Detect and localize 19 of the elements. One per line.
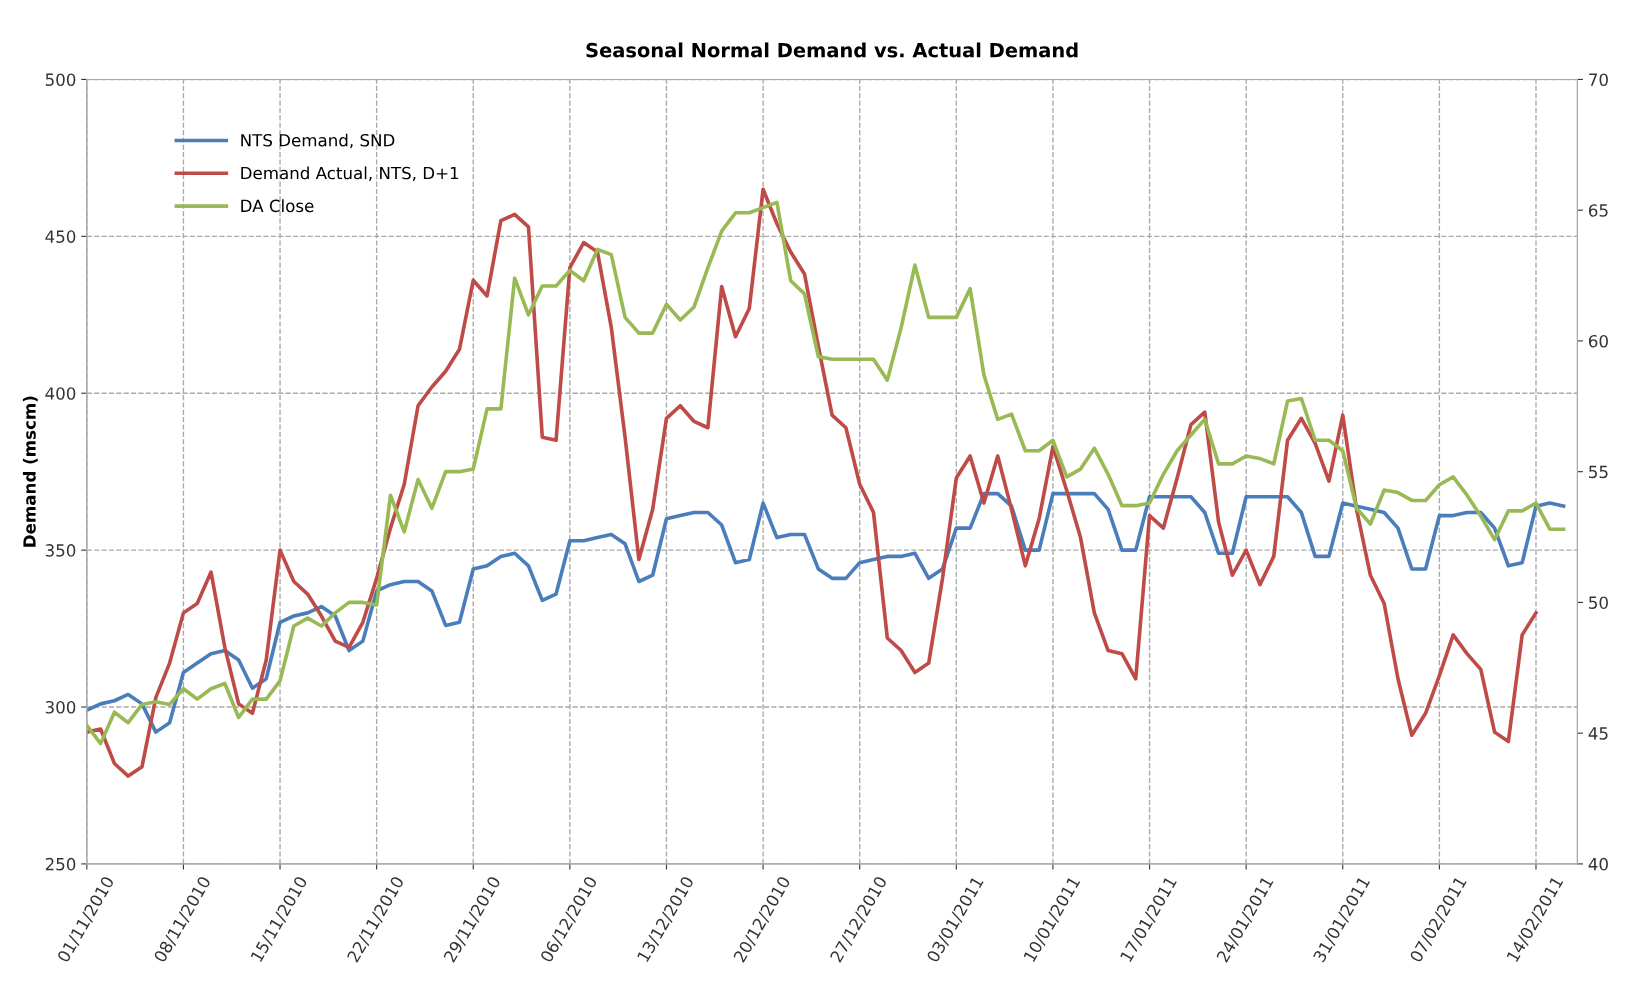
y2-tick-label: 70 <box>1589 73 1608 87</box>
y2-tick-label: 45 <box>1588 727 1608 740</box>
y2-tick-label: 60 <box>1588 334 1608 348</box>
line-series <box>86 491 1566 734</box>
y-tick-label: 500 <box>45 73 76 87</box>
legend-label: Demand Actual, NTS, D+1 <box>241 166 459 182</box>
y-tick-label: 450 <box>45 230 76 243</box>
y2-tick-label: 40 <box>1588 857 1608 871</box>
y-axis-title: Demand (mscm) <box>22 396 38 547</box>
y-tick-label: 300 <box>45 700 76 714</box>
legend-label: NTS Demand, SND <box>241 133 395 149</box>
y-tick-label: 350 <box>45 544 76 557</box>
chart-title: Seasonal Normal Demand vs. Actual Demand <box>586 42 1078 58</box>
y-tick-label: 250 <box>45 857 76 871</box>
y2-tick-label: 55 <box>1589 465 1608 479</box>
y-tick-label: 400 <box>45 387 76 400</box>
y2-tick-label: 50 <box>1589 596 1608 609</box>
y2-tick-label: 65 <box>1588 204 1608 217</box>
legend-label: DA Close <box>241 199 314 213</box>
